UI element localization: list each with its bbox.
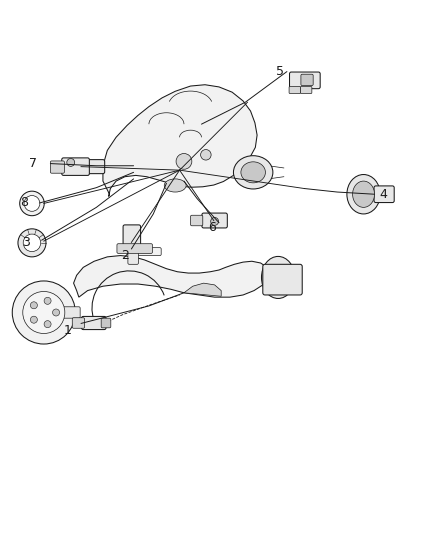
Text: 5: 5 (276, 65, 284, 78)
Text: 4: 4 (379, 188, 387, 201)
Text: 8: 8 (20, 197, 28, 209)
FancyBboxPatch shape (101, 318, 111, 328)
Text: 6: 6 (208, 221, 216, 233)
Circle shape (24, 196, 40, 211)
FancyBboxPatch shape (71, 159, 105, 174)
Polygon shape (103, 85, 257, 197)
Circle shape (44, 297, 51, 304)
Circle shape (20, 191, 44, 216)
Ellipse shape (347, 174, 380, 214)
FancyBboxPatch shape (62, 158, 89, 175)
Ellipse shape (261, 256, 295, 298)
FancyBboxPatch shape (289, 86, 300, 93)
Ellipse shape (164, 179, 186, 192)
FancyBboxPatch shape (263, 264, 302, 295)
FancyBboxPatch shape (301, 74, 313, 86)
Circle shape (44, 321, 51, 328)
FancyBboxPatch shape (81, 317, 106, 329)
Text: 2: 2 (121, 249, 129, 262)
Circle shape (176, 154, 192, 169)
FancyBboxPatch shape (300, 86, 312, 93)
Text: 1: 1 (64, 324, 72, 336)
FancyBboxPatch shape (128, 251, 138, 264)
FancyBboxPatch shape (130, 248, 161, 255)
FancyBboxPatch shape (123, 225, 141, 247)
Circle shape (12, 281, 75, 344)
Ellipse shape (353, 181, 374, 207)
FancyBboxPatch shape (191, 215, 203, 226)
FancyBboxPatch shape (117, 244, 152, 253)
Circle shape (67, 158, 74, 166)
FancyBboxPatch shape (202, 213, 227, 228)
Circle shape (23, 234, 41, 252)
FancyBboxPatch shape (72, 318, 85, 328)
Text: 7: 7 (29, 157, 37, 170)
Text: 3: 3 (22, 236, 30, 249)
Polygon shape (74, 255, 271, 297)
Circle shape (211, 217, 219, 225)
Circle shape (18, 229, 46, 257)
Circle shape (30, 316, 37, 323)
Ellipse shape (233, 156, 273, 189)
FancyBboxPatch shape (50, 161, 64, 173)
Ellipse shape (241, 162, 265, 183)
Circle shape (30, 302, 37, 309)
FancyBboxPatch shape (374, 186, 394, 203)
Polygon shape (184, 283, 221, 296)
FancyBboxPatch shape (290, 72, 320, 88)
Circle shape (23, 292, 65, 334)
Circle shape (53, 309, 60, 316)
FancyBboxPatch shape (42, 307, 80, 318)
Circle shape (201, 150, 211, 160)
